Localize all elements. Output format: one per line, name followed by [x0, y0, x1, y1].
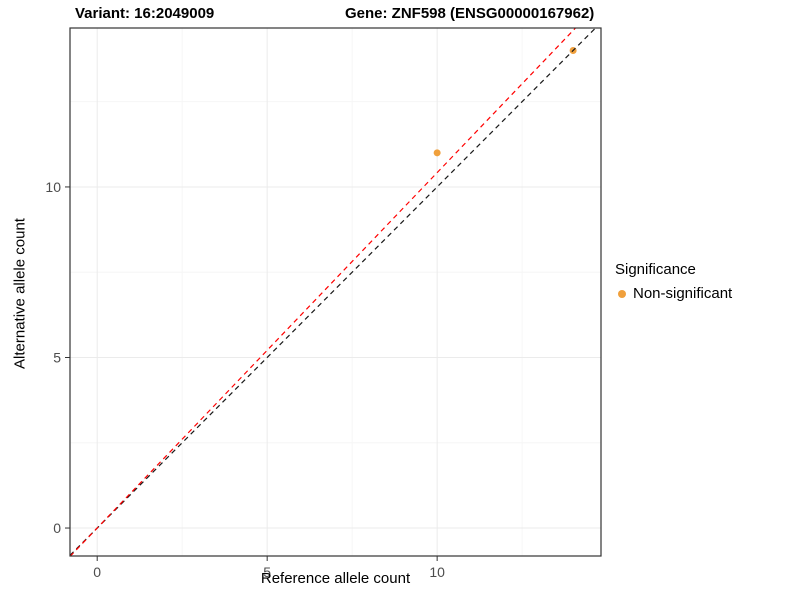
y-axis-title: Alternative allele count [11, 218, 29, 369]
fitted-ratio-line [70, 28, 577, 556]
x-tick-label: 5 [263, 564, 271, 580]
legend-point-icon [618, 289, 626, 298]
y-tick-label: 0 [53, 520, 61, 536]
gene-title: Gene: ZNF598 (ENSG00000167962) [345, 5, 595, 22]
data-point [433, 149, 441, 157]
legend: Significance Non-significant [615, 261, 732, 302]
panel-background [70, 28, 601, 556]
legend-item: Non-significant [615, 285, 732, 302]
x-tick-label: 0 [93, 564, 101, 580]
legend-item-label: Non-significant [633, 285, 733, 302]
x-axis-title: Reference allele count [260, 570, 411, 587]
x-tick-label: 10 [429, 564, 445, 580]
y-tick-label: 5 [53, 349, 61, 365]
legend-items: Non-significant [615, 285, 732, 302]
y-tick-label: 10 [45, 179, 61, 195]
legend-title: Significance [615, 261, 696, 278]
variant-title: Variant: 16:2049009 [75, 5, 215, 22]
panel-border [69, 27, 602, 557]
